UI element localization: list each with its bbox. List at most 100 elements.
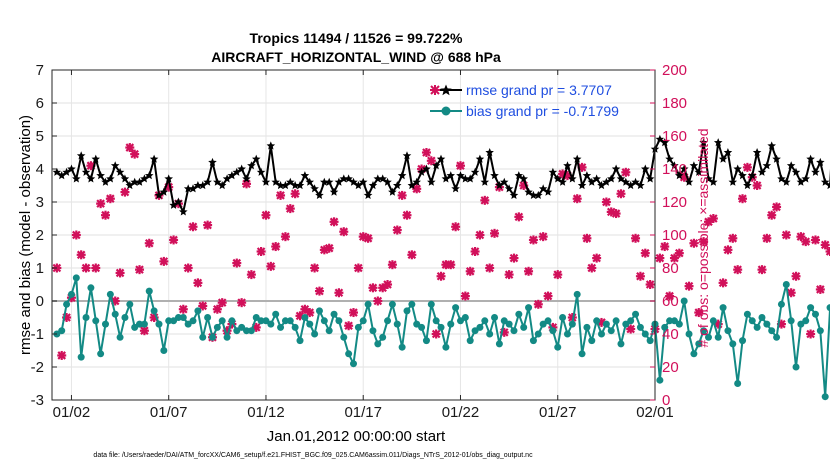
obs-count-marker <box>120 187 130 197</box>
rmse-point <box>383 177 392 186</box>
rmse-point <box>354 181 363 190</box>
y2-tick-label: 40 <box>662 326 679 343</box>
rmse-point <box>470 167 480 176</box>
obs-count-marker <box>368 283 378 293</box>
rmse-point <box>767 141 776 150</box>
obs-count-marker <box>314 286 324 296</box>
y2-tick-label: 0 <box>662 392 670 409</box>
bias-point <box>461 314 469 321</box>
rmse-point <box>286 177 295 186</box>
bias-point <box>267 320 275 328</box>
rmse-point <box>154 190 164 199</box>
rmse-point <box>465 174 475 183</box>
rmse-point <box>806 154 815 163</box>
rmse-point <box>393 181 402 190</box>
obs-count-marker <box>533 299 543 309</box>
bias-point <box>578 350 586 358</box>
rmse-point <box>358 177 368 186</box>
rmse-point <box>626 181 635 190</box>
bias-point <box>213 323 221 331</box>
bias-point <box>384 317 392 325</box>
obs-count-marker <box>256 247 266 256</box>
bias-point <box>243 327 251 335</box>
obs-count-marker <box>509 253 519 263</box>
obs-count-marker <box>159 256 169 266</box>
bias-point <box>515 310 523 318</box>
obs-count-marker <box>426 156 436 166</box>
rmse-point <box>120 174 130 183</box>
x-tick-label: 01/02 <box>53 404 91 421</box>
rmse-point <box>159 187 169 196</box>
rmse-point <box>641 164 650 173</box>
obs-count-marker <box>183 263 193 273</box>
obs-count-marker <box>655 253 665 263</box>
rmse-point <box>679 164 689 173</box>
obs-count-marker <box>353 263 363 273</box>
rmse-point <box>543 187 553 196</box>
rmse-point <box>300 171 310 180</box>
rmse-point <box>782 177 791 186</box>
rmse-point <box>388 187 397 196</box>
bias-point <box>199 333 207 341</box>
bias-point <box>675 320 683 328</box>
obs-count-marker <box>699 237 709 247</box>
obs-count-marker <box>460 291 470 301</box>
bias-point <box>559 314 567 321</box>
bias-point <box>179 314 187 321</box>
obs-count-marker <box>57 350 67 360</box>
obs-count-marker <box>738 194 748 204</box>
legend-bias-marker <box>441 106 451 116</box>
rmse-point <box>227 171 237 180</box>
x-tick-label: 01/17 <box>344 404 382 421</box>
obs-count-marker <box>397 190 407 200</box>
bias-point <box>228 317 236 325</box>
bias-point <box>174 314 182 321</box>
rmse-point <box>417 167 426 176</box>
bias-point <box>106 290 114 298</box>
rmse-point <box>461 174 470 183</box>
bias-point <box>204 314 212 321</box>
obs-count-marker <box>825 247 830 256</box>
obs-count-marker <box>324 243 334 253</box>
bias-point <box>729 340 737 348</box>
bias-point <box>704 333 712 341</box>
obs-count-marker <box>728 233 738 243</box>
rmse-point <box>587 177 597 186</box>
y-tick-label: 1 <box>36 260 44 277</box>
bias-point <box>636 323 644 331</box>
rmse-point <box>76 151 86 160</box>
obs-count-marker <box>115 268 125 278</box>
rmse-point <box>115 167 125 176</box>
obs-count-marker <box>820 240 830 250</box>
bias-point <box>563 330 571 338</box>
bias-point <box>111 310 119 318</box>
obs-count-marker <box>383 280 393 289</box>
bias-point <box>627 317 635 325</box>
rmse-point <box>378 174 387 183</box>
rmse-point <box>412 177 421 186</box>
bias-point <box>126 300 134 308</box>
obs-count-marker <box>339 227 349 237</box>
rmse-point <box>261 177 271 186</box>
rmse-point <box>247 161 256 170</box>
obs-count-marker <box>203 220 213 230</box>
rmse-point <box>675 171 684 180</box>
rmse-point <box>242 174 251 183</box>
obs-count-marker <box>718 278 728 288</box>
rmse-point <box>101 177 110 186</box>
obs-count-marker <box>285 204 295 214</box>
obs-count-marker <box>261 210 271 220</box>
bias-point <box>529 337 537 345</box>
rmse-point <box>621 177 631 186</box>
obs-count-marker <box>421 148 431 157</box>
bias-point <box>306 320 314 328</box>
y2-tick-label: 140 <box>662 161 687 178</box>
rmse-point <box>213 177 222 186</box>
y-tick-label: -2 <box>31 359 44 376</box>
rmse-point <box>694 167 703 176</box>
bias-point <box>724 327 732 335</box>
obs-count-marker <box>485 263 495 273</box>
rmse-point <box>655 134 665 143</box>
bias-point <box>408 300 416 308</box>
